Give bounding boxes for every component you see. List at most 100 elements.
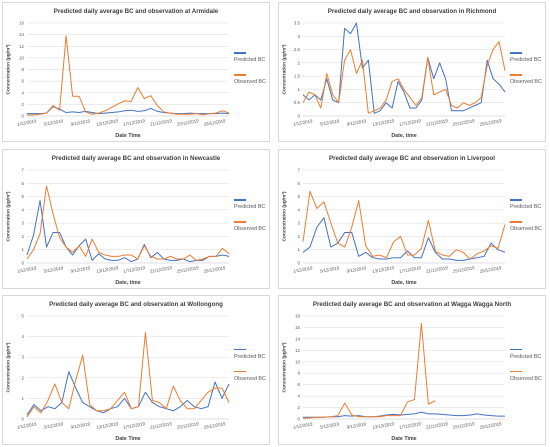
x-tick-label: 21/12/2019 <box>426 118 449 127</box>
legend-label: Predicted BC <box>234 353 266 360</box>
x-tick-label: 25/12/2019 <box>453 421 476 430</box>
legend-swatch <box>510 52 522 54</box>
y-tick-label: 3.5 <box>294 21 301 26</box>
chart-panel: Predicted daily average BC and observati… <box>278 2 546 142</box>
y-tick-label: 4 <box>22 207 25 212</box>
legend-label: Predicted BC <box>510 57 542 64</box>
observed-series-line <box>302 41 506 114</box>
x-axis-label: Date, time <box>391 133 417 139</box>
chart-title: Predicted daily average BC and observati… <box>312 301 512 308</box>
y-tick-label: 5 <box>22 194 25 199</box>
legend-label: Predicted BC <box>510 353 542 360</box>
y-tick-label: 3 <box>298 34 301 39</box>
predicted-series-line <box>303 411 505 418</box>
predicted-series-line <box>26 371 230 416</box>
y-tick-label: 0 <box>22 417 25 422</box>
x-tick-label: 29/12/2019 <box>203 421 226 430</box>
x-tick-label: 13/12/2019 <box>372 421 395 430</box>
x-tick-label: 13/12/2019 <box>96 118 119 127</box>
predicted-series-line <box>26 200 230 263</box>
y-tick-label: 2.5 <box>294 47 301 52</box>
x-tick-label: 21/12/2019 <box>426 421 449 430</box>
y-tick-label: 16 <box>19 21 24 26</box>
legend-swatch <box>510 74 522 76</box>
legend-label: Observed BC <box>510 375 542 382</box>
x-tick-label: 9/12/2019 <box>346 118 367 126</box>
y-tick-label: 2 <box>298 60 301 65</box>
y-tick-label: 2 <box>22 375 25 380</box>
chart-title: Predicted daily average BC and observati… <box>328 155 496 162</box>
y-tick-label: 1 <box>298 87 301 92</box>
x-axis-label: Date, time <box>391 280 417 286</box>
y-tick-label: 2 <box>298 405 301 410</box>
observed-series-line <box>26 331 230 418</box>
chart-svg: 0 0.5 1 1.5 2 2.5 3 3.5 1/12/2019 5/12/2019 9/12/2… <box>293 21 506 127</box>
legend-predicted: Predicted BC <box>234 347 268 360</box>
x-tick-label: 9/12/2019 <box>70 118 91 126</box>
legend-predicted: Predicted BC <box>510 198 544 211</box>
y-tick-label: 0 <box>22 114 25 119</box>
x-axis-label: Date Time <box>115 133 141 139</box>
x-tick-label: 5/12/2019 <box>320 421 341 429</box>
y-tick-label: 0 <box>22 261 25 266</box>
legend-label: Observed BC <box>510 226 542 233</box>
predicted-series-line <box>27 106 230 115</box>
y-axis-label: Concentration (µg/m³) <box>282 44 288 94</box>
x-tick-label: 1/12/2019 <box>17 118 38 126</box>
x-axis-label: Date Time <box>391 436 417 442</box>
legend-observed: Observed BC <box>510 73 544 86</box>
legend-swatch <box>234 199 246 201</box>
legend-swatch <box>510 199 522 201</box>
legend-label: Predicted BC <box>510 204 542 211</box>
x-tick-label: 29/12/2019 <box>479 118 502 127</box>
chart-title: Predicted daily average BC and observati… <box>51 155 221 162</box>
x-tick-label: 1/12/2019 <box>293 421 314 429</box>
y-tick-label: 6 <box>22 181 25 186</box>
x-tick-label: 13/12/2019 <box>96 421 119 430</box>
x-tick-label: 13/12/2019 <box>96 265 119 274</box>
y-tick-label: 4 <box>22 90 25 95</box>
y-tick-label: 4 <box>298 394 301 399</box>
y-tick-label: 18 <box>295 314 300 319</box>
legend-observed: Observed BC <box>234 369 268 382</box>
y-tick-label: 12 <box>19 44 24 49</box>
x-tick-label: 5/12/2019 <box>44 421 65 429</box>
legend-swatch <box>234 370 246 373</box>
chart-panel: Predicted daily average BC and observati… <box>278 295 546 445</box>
y-tick-label: 7 <box>298 168 301 173</box>
y-tick-label: 0 <box>298 417 301 422</box>
chart-title: Predicted daily average BC and observati… <box>53 8 219 15</box>
legend-predicted: Predicted BC <box>510 347 544 360</box>
chart-svg: 0 1 2 3 4 5 1/12/2019 5/12/2019 9/12/2019 13/12/2… <box>17 314 230 430</box>
x-tick-label: 17/12/2019 <box>123 265 146 274</box>
y-tick-label: 7 <box>22 168 25 173</box>
legend-observed: Observed BC <box>234 220 268 233</box>
y-tick-label: 1 <box>298 247 301 252</box>
x-tick-label: 5/12/2019 <box>44 118 65 126</box>
y-axis-label: Concentration (µg/m³) <box>282 191 288 241</box>
y-tick-label: 14 <box>19 32 24 37</box>
x-tick-label: 9/12/2019 <box>70 421 91 429</box>
x-tick-label: 1/12/2019 <box>17 421 38 429</box>
y-tick-label: 16 <box>295 325 300 330</box>
y-tick-label: 1 <box>22 396 25 401</box>
x-tick-label: 9/12/2019 <box>70 265 91 273</box>
legend-swatch <box>510 348 522 351</box>
x-tick-label: 21/12/2019 <box>150 118 173 127</box>
y-tick-label: 6 <box>298 382 301 387</box>
observed-series-line <box>302 322 436 419</box>
legend-predicted: Predicted BC <box>234 198 268 211</box>
x-tick-label: 9/12/2019 <box>346 265 367 273</box>
x-tick-label: 9/12/2019 <box>346 421 367 429</box>
y-tick-label: 8 <box>298 371 301 376</box>
y-tick-label: 12 <box>295 348 300 353</box>
y-axis-label: Concentration (µg/m³) <box>6 44 12 94</box>
x-tick-label: 25/12/2019 <box>177 265 200 274</box>
x-tick-label: 29/12/2019 <box>479 265 502 274</box>
x-axis-label: Date Time <box>115 436 141 442</box>
chart-svg: 0 1 2 3 4 5 6 7 1/12/2019 5/12/2019 9/12/2019 13/12… <box>17 168 230 274</box>
x-tick-label: 17/12/2019 <box>399 421 422 430</box>
x-tick-label: 25/12/2019 <box>177 421 200 430</box>
y-tick-label: 2 <box>22 234 25 239</box>
x-tick-label: 29/12/2019 <box>203 265 226 274</box>
